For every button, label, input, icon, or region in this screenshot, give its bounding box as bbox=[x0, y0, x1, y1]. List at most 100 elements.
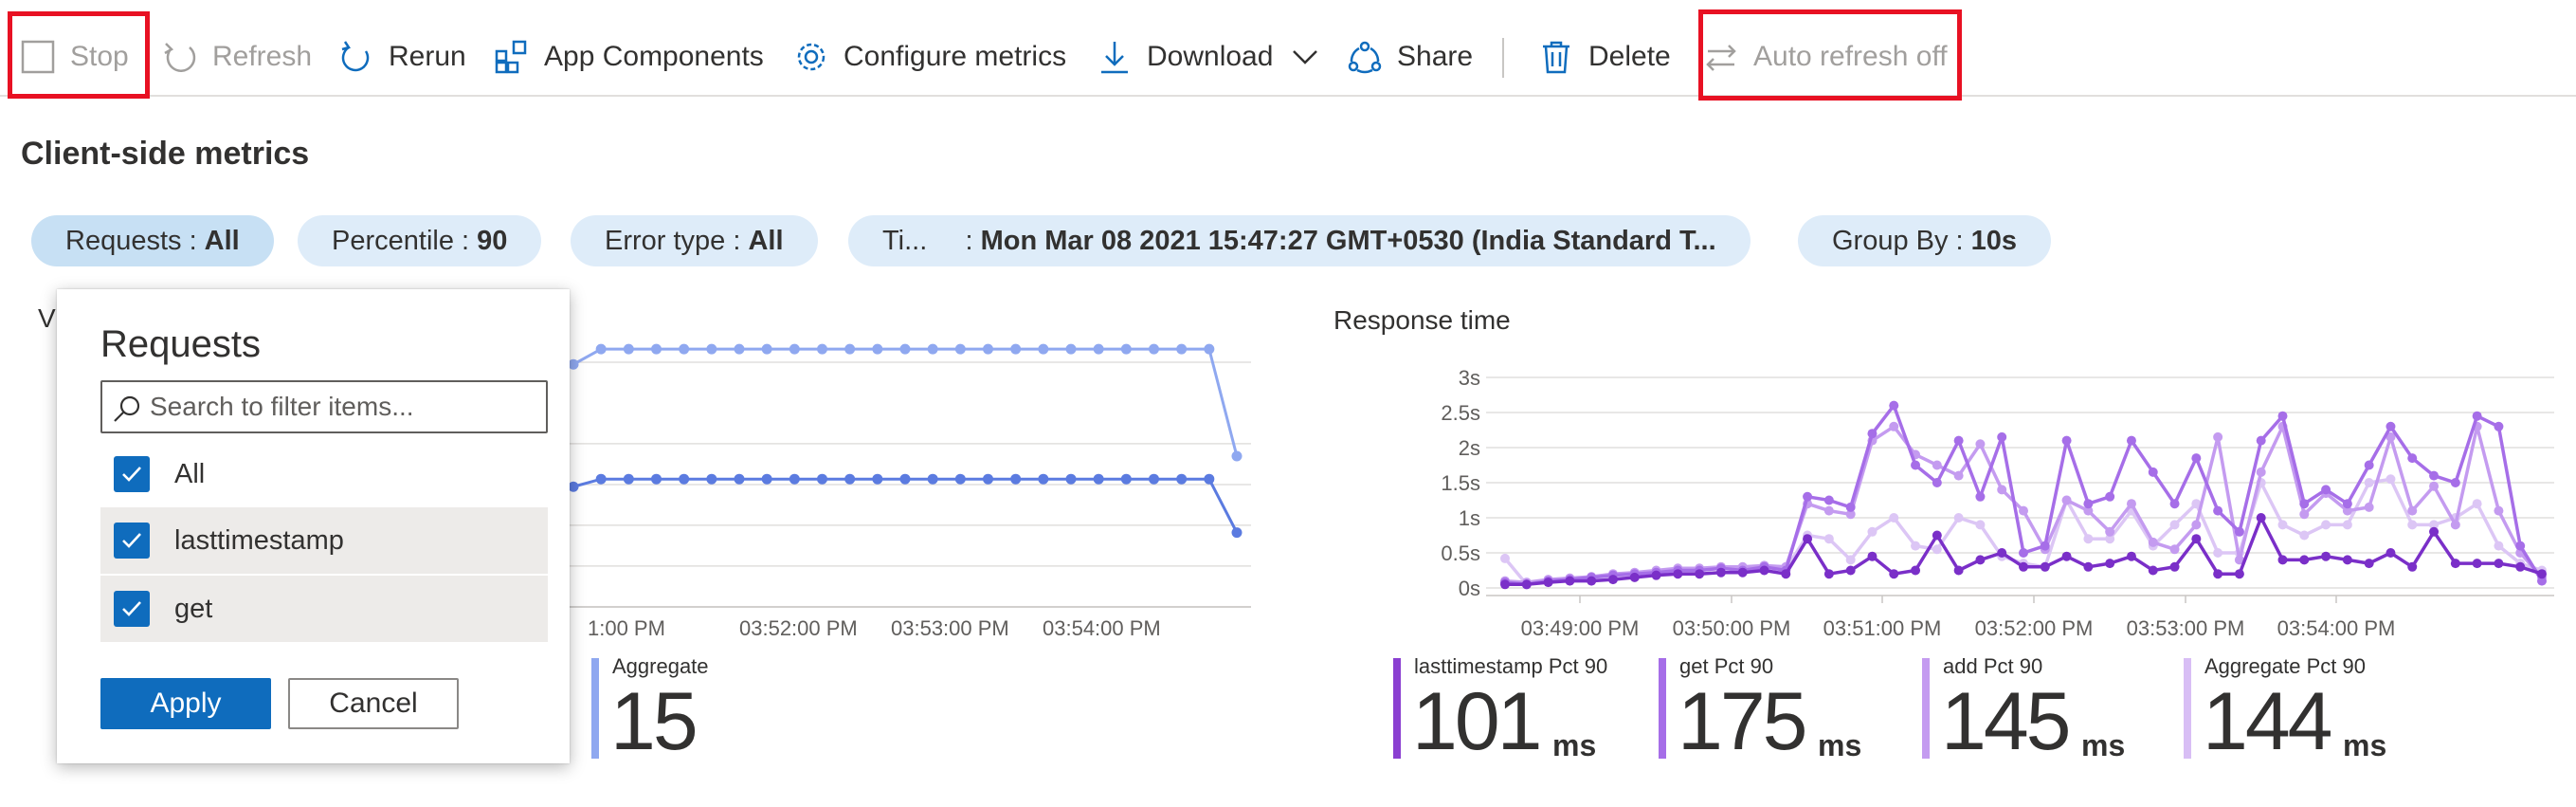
stat-value: 15 bbox=[610, 676, 698, 767]
chevron-down-icon bbox=[1286, 38, 1324, 76]
data-point bbox=[2061, 551, 2072, 561]
data-point bbox=[1651, 570, 1661, 580]
stat-value: 145 bbox=[1941, 676, 2071, 767]
data-point bbox=[2342, 520, 2352, 530]
delete-label: Delete bbox=[1588, 41, 1671, 72]
data-point bbox=[2450, 520, 2460, 530]
data-point bbox=[595, 343, 607, 355]
app-components-button[interactable]: App Components bbox=[493, 21, 764, 93]
option-label: lasttimestamp bbox=[174, 524, 344, 556]
option-all[interactable]: All bbox=[100, 441, 548, 507]
data-point bbox=[2450, 559, 2460, 569]
data-point bbox=[2083, 561, 2094, 572]
data-point bbox=[1975, 520, 1986, 530]
filter-time-pill[interactable]: Ti... : Mon Mar 08 2021 15:47:27 GMT+0530… bbox=[848, 215, 1751, 266]
stop-icon bbox=[19, 38, 57, 76]
data-point bbox=[2256, 435, 2266, 446]
filter-percentile-pill[interactable]: Percentile :90 bbox=[298, 215, 542, 266]
option-get[interactable]: get bbox=[100, 576, 548, 642]
data-point bbox=[1231, 527, 1243, 539]
data-point bbox=[1065, 343, 1077, 355]
data-point bbox=[1204, 343, 1215, 355]
data-point bbox=[651, 343, 662, 355]
data-point bbox=[2299, 530, 2310, 541]
data-point bbox=[2019, 561, 2028, 572]
data-point bbox=[2472, 559, 2482, 569]
stat-value: 144 bbox=[2203, 676, 2332, 767]
data-point bbox=[2386, 474, 2396, 485]
refresh-button[interactable]: Refresh bbox=[161, 21, 312, 93]
left-chart-title: V bbox=[38, 303, 56, 333]
data-point bbox=[2277, 411, 2288, 421]
data-point bbox=[2342, 505, 2352, 516]
data-point bbox=[2148, 467, 2158, 477]
y-tick-label: 3s bbox=[1459, 366, 1480, 390]
data-point bbox=[1500, 579, 1510, 590]
delete-button[interactable]: Delete bbox=[1537, 21, 1671, 93]
data-point bbox=[789, 343, 800, 355]
data-point bbox=[568, 481, 579, 492]
data-point bbox=[954, 473, 966, 485]
data-point bbox=[2256, 513, 2266, 523]
search-input[interactable] bbox=[150, 384, 538, 430]
option-lasttimestamp[interactable]: lasttimestamp bbox=[100, 507, 548, 574]
data-point bbox=[1975, 491, 1986, 502]
data-point bbox=[679, 473, 690, 485]
page-title: Client-side metrics bbox=[21, 136, 310, 172]
data-point bbox=[2321, 551, 2331, 561]
apply-button[interactable]: Apply bbox=[100, 678, 271, 729]
data-point bbox=[1932, 544, 1942, 555]
y-tick-label: 1.5s bbox=[1441, 471, 1480, 495]
data-point bbox=[2429, 526, 2440, 537]
data-point bbox=[1204, 473, 1215, 485]
stat-color-bar bbox=[2184, 658, 2191, 759]
filter-error-type-pill[interactable]: Error type : All bbox=[571, 215, 818, 266]
filter-value: All bbox=[748, 225, 784, 256]
data-point bbox=[1975, 439, 1986, 449]
data-point bbox=[1889, 421, 1899, 431]
data-point bbox=[2083, 534, 2094, 544]
data-point bbox=[2364, 460, 2374, 470]
data-point bbox=[2407, 561, 2418, 572]
data-point bbox=[623, 343, 634, 355]
option-label: get bbox=[174, 593, 213, 624]
cancel-button[interactable]: Cancel bbox=[288, 678, 459, 729]
data-point bbox=[1803, 491, 1813, 502]
data-point bbox=[2407, 505, 2418, 516]
stop-button[interactable]: Stop bbox=[19, 21, 129, 93]
x-tick-label: 03:51:00 PM bbox=[1823, 616, 1942, 640]
filter-requests-pill[interactable]: Requests : All bbox=[31, 215, 274, 266]
auto-refresh-button[interactable]: Auto refresh off bbox=[1702, 21, 1948, 93]
rerun-button[interactable]: Rerun bbox=[337, 21, 466, 93]
data-point bbox=[2105, 491, 2115, 502]
share-button[interactable]: Share bbox=[1346, 21, 1473, 93]
checkbox-checked-icon[interactable] bbox=[114, 523, 150, 559]
checkbox-checked-icon[interactable] bbox=[114, 456, 150, 492]
gear-icon bbox=[792, 38, 830, 76]
filter-group-by-pill[interactable]: Group By :10s bbox=[1798, 215, 2052, 266]
refresh-icon bbox=[161, 38, 199, 76]
data-point bbox=[1845, 502, 1856, 512]
data-point bbox=[844, 473, 856, 485]
data-point bbox=[983, 473, 993, 485]
stat-label: add Pct 90 bbox=[1943, 654, 2043, 678]
data-point bbox=[872, 473, 883, 485]
left-chart: 1:00 PM 03:52:00 PM 03:53:00 PM 03:54:00 PM bbox=[531, 343, 1251, 640]
data-point bbox=[2299, 555, 2310, 565]
data-point bbox=[817, 473, 827, 485]
data-point bbox=[2494, 541, 2504, 551]
filter-value: 10s bbox=[1970, 225, 2018, 256]
configure-metrics-button[interactable]: Configure metrics bbox=[792, 21, 1066, 93]
data-point bbox=[2169, 520, 2180, 530]
checkbox-checked-icon[interactable] bbox=[114, 591, 150, 627]
data-point bbox=[2191, 520, 2202, 530]
trash-icon bbox=[1537, 38, 1575, 76]
download-button[interactable]: Download bbox=[1096, 21, 1324, 93]
data-point bbox=[1997, 431, 2007, 442]
data-point bbox=[1997, 548, 2007, 558]
data-point bbox=[1737, 567, 1748, 578]
data-point bbox=[2061, 495, 2072, 505]
data-point bbox=[1010, 343, 1022, 355]
stat-unit: ms bbox=[2343, 728, 2387, 762]
stat-color-bar bbox=[1922, 658, 1930, 759]
